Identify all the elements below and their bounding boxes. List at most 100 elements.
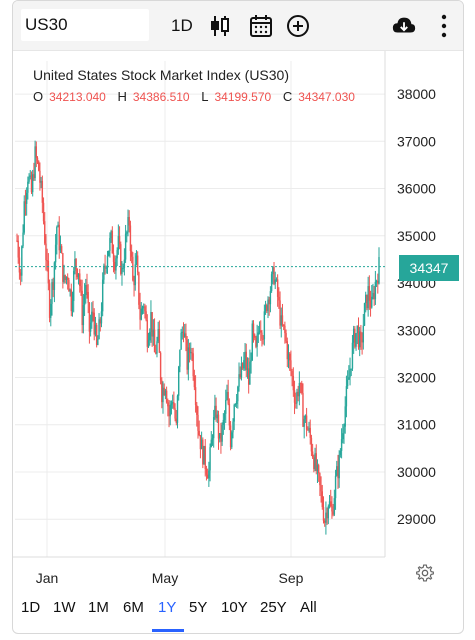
candle-body	[176, 395, 179, 423]
candle-body	[252, 323, 255, 335]
y-tick-label: 35000	[397, 228, 436, 244]
candle-body	[290, 360, 292, 372]
candle-body	[342, 433, 344, 440]
candle-body	[110, 231, 112, 238]
candle-body	[285, 333, 287, 342]
candle-body	[186, 339, 188, 370]
y-tick-label: 33000	[397, 322, 436, 338]
candle-body	[241, 363, 244, 369]
candle-body	[254, 334, 256, 338]
candle-body	[21, 246, 23, 276]
candle-body	[175, 418, 177, 423]
range-6m[interactable]: 6M	[123, 599, 144, 616]
candle-body	[204, 446, 206, 469]
range-5y[interactable]: 5Y	[189, 599, 208, 616]
candle-body	[203, 446, 205, 465]
candle-body	[85, 285, 87, 296]
candle-body	[197, 414, 199, 431]
candle-body	[174, 408, 176, 419]
low-key: L	[201, 89, 209, 104]
candle-body	[226, 391, 228, 400]
candle-body	[146, 320, 149, 347]
candle-body	[356, 325, 358, 334]
range-all[interactable]: All	[300, 599, 317, 616]
candle-body	[275, 279, 278, 281]
candle-body	[135, 255, 138, 265]
candle-body	[351, 342, 354, 369]
candle-body	[128, 217, 130, 226]
candle-body	[155, 352, 157, 354]
candle-body	[292, 375, 295, 391]
range-selector: 1D 1W 1M 6M 1Y 5Y 10Y 25Y All	[13, 591, 463, 633]
candle-body	[267, 299, 269, 311]
candle-body	[375, 280, 378, 282]
candle-body	[173, 402, 175, 409]
symbol-search-input[interactable]: US30	[21, 9, 149, 41]
more-menu-icon[interactable]	[431, 13, 457, 39]
cloud-download-icon[interactable]	[391, 13, 417, 39]
candle-body	[181, 331, 184, 333]
candle-body	[339, 450, 342, 455]
candle-body	[211, 438, 214, 440]
range-25y[interactable]: 25Y	[260, 599, 287, 616]
candle-body	[278, 296, 280, 301]
candle-body	[279, 300, 281, 326]
range-1y[interactable]: 1Y	[158, 599, 177, 616]
candle-body	[284, 325, 286, 334]
candle-body	[87, 291, 89, 303]
candle-body	[34, 146, 36, 179]
candle-body	[123, 259, 126, 268]
interval-button[interactable]: 1D	[171, 16, 193, 35]
range-1m[interactable]: 1M	[88, 599, 109, 616]
candle-body	[299, 382, 302, 384]
range-10y[interactable]: 10Y	[221, 599, 248, 616]
candle-body	[191, 352, 193, 354]
candle-body	[179, 349, 181, 367]
candle-body	[118, 236, 121, 245]
candle-body	[307, 429, 309, 431]
candle-body	[73, 271, 75, 301]
candle-body	[104, 265, 106, 268]
candle-body	[115, 258, 117, 271]
candle-body	[149, 332, 151, 341]
candle-body	[117, 236, 120, 251]
candle-body	[316, 465, 319, 471]
candle-body	[220, 433, 222, 442]
high-key: H	[117, 89, 127, 104]
candle-body	[334, 475, 337, 499]
candle-body	[187, 347, 190, 370]
candle-body	[198, 430, 200, 436]
candle-body	[322, 507, 325, 521]
candle-body	[238, 374, 240, 387]
candle-body	[214, 405, 216, 418]
candle-body	[48, 283, 51, 318]
candle-body	[74, 258, 76, 272]
range-1w[interactable]: 1W	[53, 599, 76, 616]
calendar-icon[interactable]	[248, 13, 274, 39]
low-value: 34199.570	[214, 90, 272, 104]
candle-body	[344, 406, 346, 427]
x-tick-label: Sep	[279, 570, 304, 586]
candle-body	[315, 453, 317, 471]
candle-body	[100, 311, 103, 324]
candle-body	[91, 311, 93, 323]
candle-body	[313, 457, 315, 469]
price-chart[interactable]: 3800037000360003500034000330003200031000…	[13, 51, 464, 591]
y-tick-label: 30000	[397, 464, 436, 480]
candle-body	[17, 240, 19, 258]
add-indicator-icon[interactable]	[285, 13, 311, 39]
candle-body	[59, 246, 62, 251]
candle-body	[29, 175, 31, 177]
candle-body	[133, 280, 135, 286]
candle-body	[327, 506, 330, 519]
candle-body	[94, 324, 97, 335]
candle-body	[239, 374, 241, 378]
candle-body	[184, 333, 186, 337]
candle-body	[286, 341, 288, 360]
candle-body	[69, 289, 71, 292]
candle-body	[324, 520, 326, 523]
settings-gear-icon[interactable]	[415, 563, 435, 583]
candles-icon[interactable]	[207, 13, 233, 39]
range-1d[interactable]: 1D	[21, 599, 41, 616]
candle-body	[161, 380, 163, 403]
